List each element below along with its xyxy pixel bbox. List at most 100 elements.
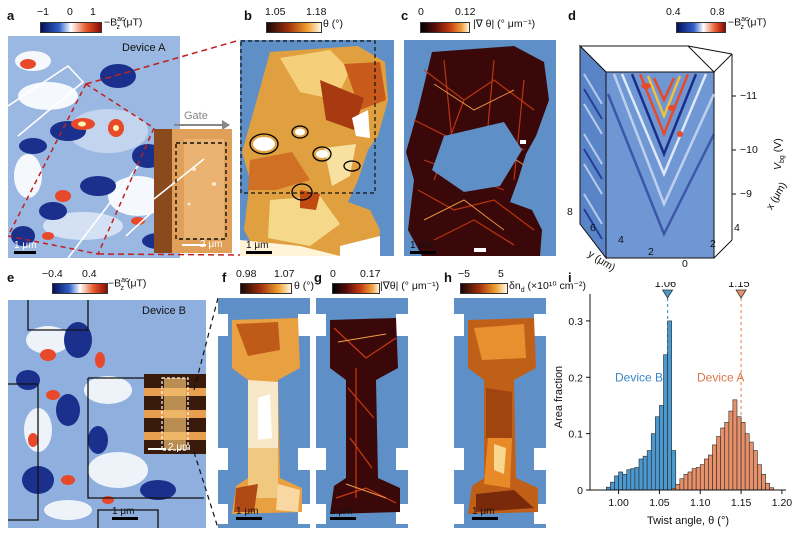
colorbar-f [240, 283, 292, 294]
panel-label-c: c [401, 8, 409, 23]
bar-device-b-16 [671, 450, 677, 491]
density-bar-map-h [454, 298, 546, 528]
cbar-g-tick-0: 0 [330, 268, 336, 280]
bar-device-b-11 [650, 433, 656, 491]
vbg-tick-1: −10 [740, 144, 758, 156]
d-y-tick-2: 4 [618, 234, 624, 246]
scalebar-a-inset: 2 μm [200, 239, 223, 250]
bar-device-a-23 [765, 482, 770, 491]
x-tick-label-1: 1.05 [649, 497, 670, 509]
cbar-d-tick-1: 0.8 [710, 6, 725, 18]
vbg-tick-2: −9 [740, 188, 752, 200]
scalebar-e: 1 μm [112, 506, 138, 520]
scalebar-g: 1 μm [330, 506, 356, 520]
gate-label: Gate [184, 110, 208, 122]
bar-device-b-2 [614, 475, 619, 491]
colorbar-c [420, 22, 470, 33]
d-y-tick-0: 8 [567, 206, 573, 218]
cbar-f-tick-0: 0.98 [236, 268, 257, 280]
cbar-e-unit: −Bacz (μT) [108, 277, 147, 292]
colorbar-d [676, 22, 726, 33]
marker-label-0: 1.06° [655, 282, 681, 290]
cbar-b-tick-0: 1.05 [265, 6, 286, 18]
bar-device-a-3 [683, 473, 689, 491]
cbar-b-unit: θ (°) [323, 18, 343, 30]
bar-device-a-12 [720, 427, 726, 491]
marker-label-1: 1.15° [728, 282, 754, 290]
scalebar-a: 1 μm [14, 240, 36, 254]
legend-device-a: Device A [697, 370, 744, 384]
d-x-tick-1: 2 [710, 238, 716, 250]
magnetic-map-a [8, 36, 180, 258]
y-tick-label-2: 0.2 [568, 372, 583, 384]
bar-device-b-3 [618, 471, 623, 491]
colorbar-h [460, 283, 508, 294]
d-x-tick-2: 4 [734, 222, 740, 234]
bar-device-b-14 [663, 354, 668, 491]
bar-device-a-4 [687, 471, 693, 491]
gradient-bar-map-g [316, 298, 408, 528]
cbar-e-tick-1: 0.4 [82, 268, 97, 280]
scalebar-b: 1 μm [246, 240, 272, 254]
bar-device-b-10 [646, 450, 652, 491]
bar-device-a-5 [691, 468, 697, 491]
cbar-h-unit: δnd (×10¹⁰ cm⁻²) [509, 280, 586, 295]
cbar-b-tick-1: 1.18 [306, 6, 327, 18]
bar-device-a-19 [748, 441, 754, 491]
bar-device-b-7 [634, 467, 640, 491]
scalebar-h: 1 μm [472, 506, 498, 520]
cbar-f-unit: θ (°) [294, 280, 314, 292]
colorbar-g [332, 283, 380, 294]
cbar-a-unit: −Bacz (μT) [104, 16, 143, 31]
colorbar-b [266, 22, 322, 33]
panel-label-i: i [568, 270, 572, 285]
bar-device-b-12 [655, 416, 660, 491]
bar-device-b-13 [659, 405, 664, 491]
bar-device-a-6 [695, 467, 701, 491]
x-tick-label-2: 1.10 [690, 497, 711, 509]
bar-device-b-8 [638, 458, 644, 491]
twist-angle-histogram: 1.06° 1.15° 1.00 1.05 1.10 1.15 1.20 0 0.1 0.2 0.3… [553, 282, 793, 527]
bar-device-a-1 [675, 484, 681, 491]
scalebar-e-inset: 2 μm [168, 442, 191, 453]
bar-device-b-4 [622, 473, 628, 491]
cbar-c-tick-0: 0 [418, 6, 424, 18]
gate-arrow-icon [174, 120, 230, 130]
legend-device-b: Device B [615, 370, 663, 384]
device-b-label: Device B [142, 305, 187, 317]
bar-device-a-14 [728, 410, 734, 491]
bar-device-b-5 [626, 469, 632, 491]
bar-device-b-1 [610, 481, 615, 491]
cbar-a-tick-2: 1 [90, 6, 96, 18]
scalebar-c: 1 μm [410, 240, 436, 254]
panel-label-a: a [7, 8, 15, 23]
bar-device-a-21 [757, 464, 762, 491]
d-y-tick-3: 2 [648, 246, 654, 258]
vbg-tick-0: −11 [740, 90, 758, 102]
scalebar-e-inset-line [148, 448, 166, 450]
cbar-c-unit: |∇ θ| (° μm⁻¹) [473, 18, 536, 30]
marker-triangle-0 [661, 289, 674, 299]
bar-device-a-18 [744, 433, 750, 491]
twist-gradient-map-c [404, 40, 556, 256]
bar-device-a-20 [753, 450, 758, 491]
colorbar-e [52, 283, 108, 294]
panel-label-g: g [314, 270, 322, 285]
bar-device-b-9 [642, 455, 648, 491]
cbar-f-tick-1: 1.07 [274, 268, 295, 280]
cbar-a-tick-0: −1 [37, 6, 49, 18]
cbar-g-tick-1: 0.17 [360, 268, 381, 280]
y-tick-label-1: 0.1 [568, 429, 583, 441]
y-tick-label-0: 0 [577, 485, 583, 497]
y-tick-label-3: 0.3 [568, 316, 583, 328]
x-tick-label-4: 1.20 [772, 497, 793, 509]
bar-device-a-7 [699, 464, 705, 491]
afm-inset-e [144, 374, 206, 454]
bar-device-a-16 [736, 416, 742, 491]
x-tick-label-3: 1.15 [731, 497, 752, 509]
scalebar-f: 1 μm [236, 506, 262, 520]
scalebar-a-inset-line [182, 244, 206, 246]
bar-device-a-15 [732, 399, 738, 491]
